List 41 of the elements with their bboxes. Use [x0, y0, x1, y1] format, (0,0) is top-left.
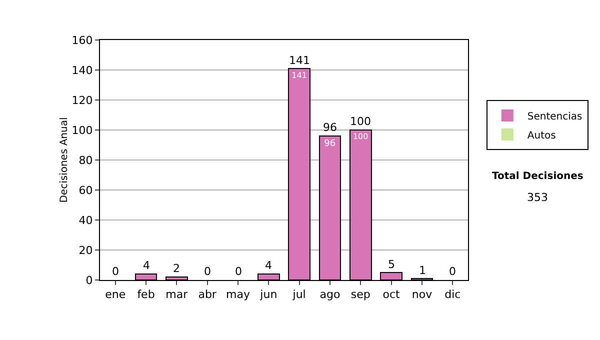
data-label: 96 [324, 139, 336, 149]
x-tick-label: feb [137, 288, 155, 302]
x-tick-label: jul [292, 288, 306, 302]
total-label: 1 [419, 264, 426, 277]
y-tick-label: 20 [78, 244, 93, 257]
total-label: 0 [235, 265, 242, 278]
y-axis-title: Decisiones Anual [58, 117, 70, 203]
x-tick-label: nov [412, 288, 433, 302]
x-tick-label: oct [382, 288, 401, 302]
text: Total Decisiones [492, 171, 584, 182]
data-label: 141 [292, 70, 308, 80]
total-label: 141 [289, 54, 310, 67]
total-label: 4 [265, 259, 272, 272]
legend-label: Autos [527, 130, 556, 142]
y-tick-label: 60 [78, 184, 93, 197]
x-tick-label: may [226, 288, 250, 302]
x-tick-label: ago [320, 288, 340, 302]
y-tick-label: 120 [72, 94, 93, 107]
text: 353 [527, 191, 548, 204]
x-tick-label: sep [350, 288, 370, 302]
total-label: 100 [350, 115, 371, 128]
total-label: 96 [323, 121, 337, 134]
data-label: 100 [352, 132, 368, 142]
total-label: 0 [112, 265, 119, 278]
y-tick-label: 80 [78, 154, 93, 167]
x-tick-label: abr [198, 288, 217, 302]
total-label: 5 [388, 258, 395, 271]
x-tick-label: ene [105, 288, 126, 302]
y-tick-label: 100 [72, 124, 93, 137]
total-label: 4 [143, 259, 150, 272]
x-tick-label: mar [166, 288, 188, 302]
x-tick-label: dic [444, 288, 461, 302]
y-tick-label: 0 [86, 274, 93, 287]
x-tick-label: jun [259, 288, 278, 302]
y-tick-label: 40 [78, 214, 93, 227]
y-tick-label: 140 [72, 64, 93, 77]
y-tick-label: 160 [72, 34, 93, 47]
total-label: 0 [204, 265, 211, 278]
total-label: 2 [173, 262, 180, 275]
legend-label: Sentencias [527, 111, 582, 122]
total-label: 0 [449, 265, 456, 278]
